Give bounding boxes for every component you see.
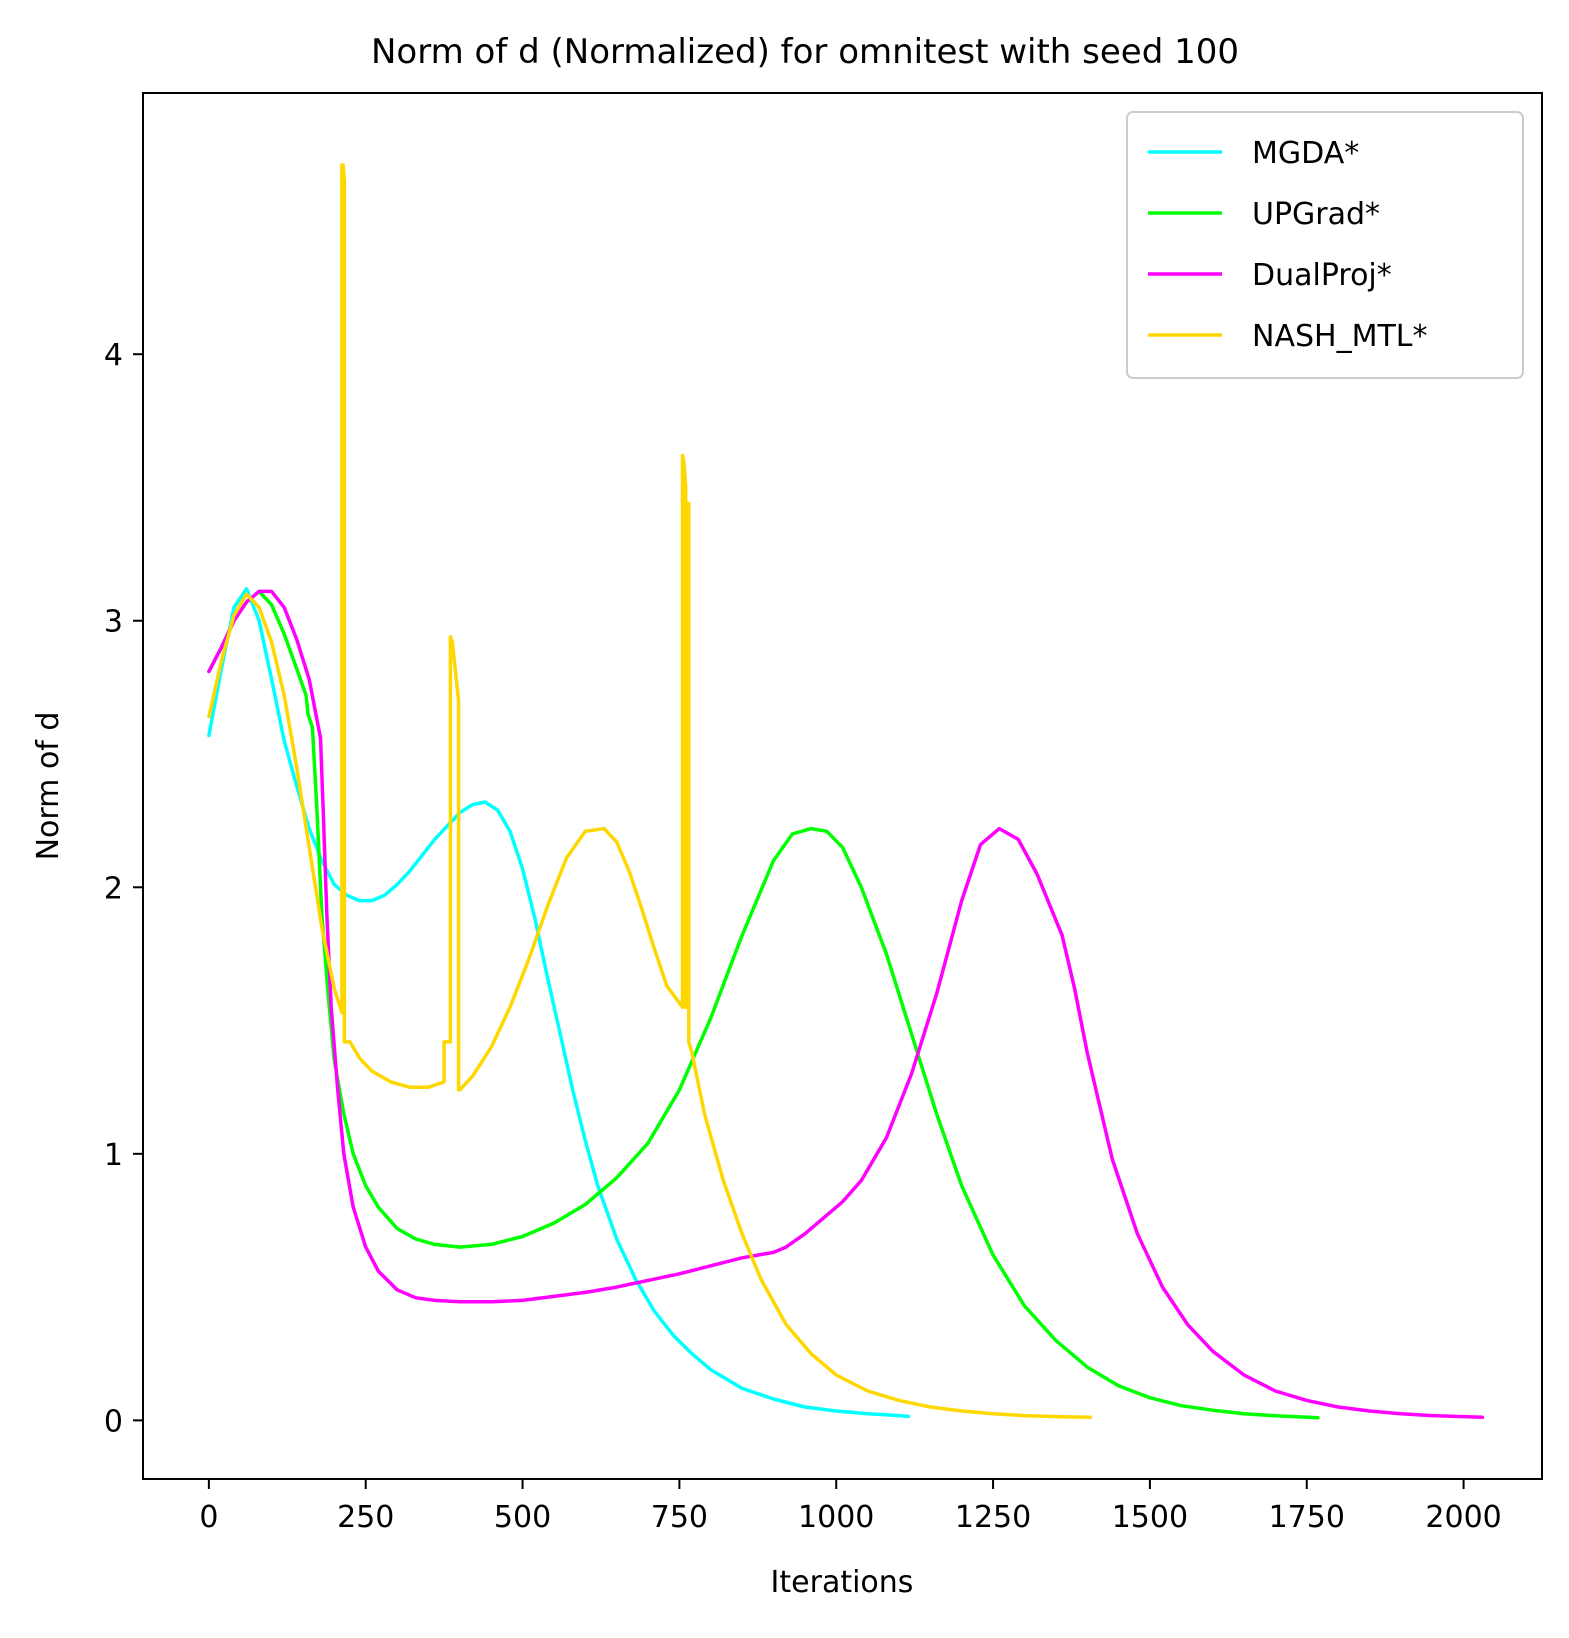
- y-tick-label: 2: [104, 871, 123, 906]
- y-tick-label: 1: [104, 1138, 123, 1173]
- legend-label-0: MGDA*: [1252, 136, 1359, 171]
- series-line-1: [207, 589, 1320, 1420]
- legend-label-2: DualProj*: [1252, 258, 1392, 293]
- x-tick-label: 1750: [1269, 1500, 1345, 1535]
- series-line-2: [207, 589, 1485, 1419]
- series-line-0: [207, 587, 911, 1419]
- plot-frame: [142, 92, 1543, 1480]
- x-tick-label: 500: [494, 1500, 551, 1535]
- y-axis-label: Norm of d: [31, 712, 66, 861]
- y-tick-label: 4: [104, 338, 123, 373]
- legend-box: [1126, 111, 1524, 379]
- y-axis: 0 1 2 3 4: [104, 338, 143, 1439]
- series-line-3: [207, 163, 1093, 1419]
- y-tick-label: 0: [104, 1404, 123, 1439]
- x-tick-label: 1500: [1112, 1500, 1188, 1535]
- x-axis-label: Iterations: [771, 1565, 914, 1600]
- y-tick-label: 3: [104, 605, 123, 640]
- x-tick-label: 250: [337, 1500, 394, 1535]
- plot-area: [207, 163, 1485, 1420]
- chart-title: Norm of d (Normalized) for omnitest with…: [371, 32, 1239, 72]
- legend-label-3: NASH_MTL*: [1252, 319, 1428, 354]
- x-tick-label: 1000: [798, 1500, 874, 1535]
- x-axis: 0 250 500 750 1000 1250 1500 1750 2000: [199, 1479, 1502, 1535]
- x-tick-label: 0: [199, 1500, 218, 1535]
- legend: MGDA* UPGrad* DualProj* NASH_MTL*: [1126, 111, 1524, 379]
- x-tick-label: 1250: [955, 1500, 1031, 1535]
- x-tick-label: 2000: [1425, 1500, 1501, 1535]
- x-tick-label: 750: [651, 1500, 708, 1535]
- legend-label-1: UPGrad*: [1252, 197, 1380, 232]
